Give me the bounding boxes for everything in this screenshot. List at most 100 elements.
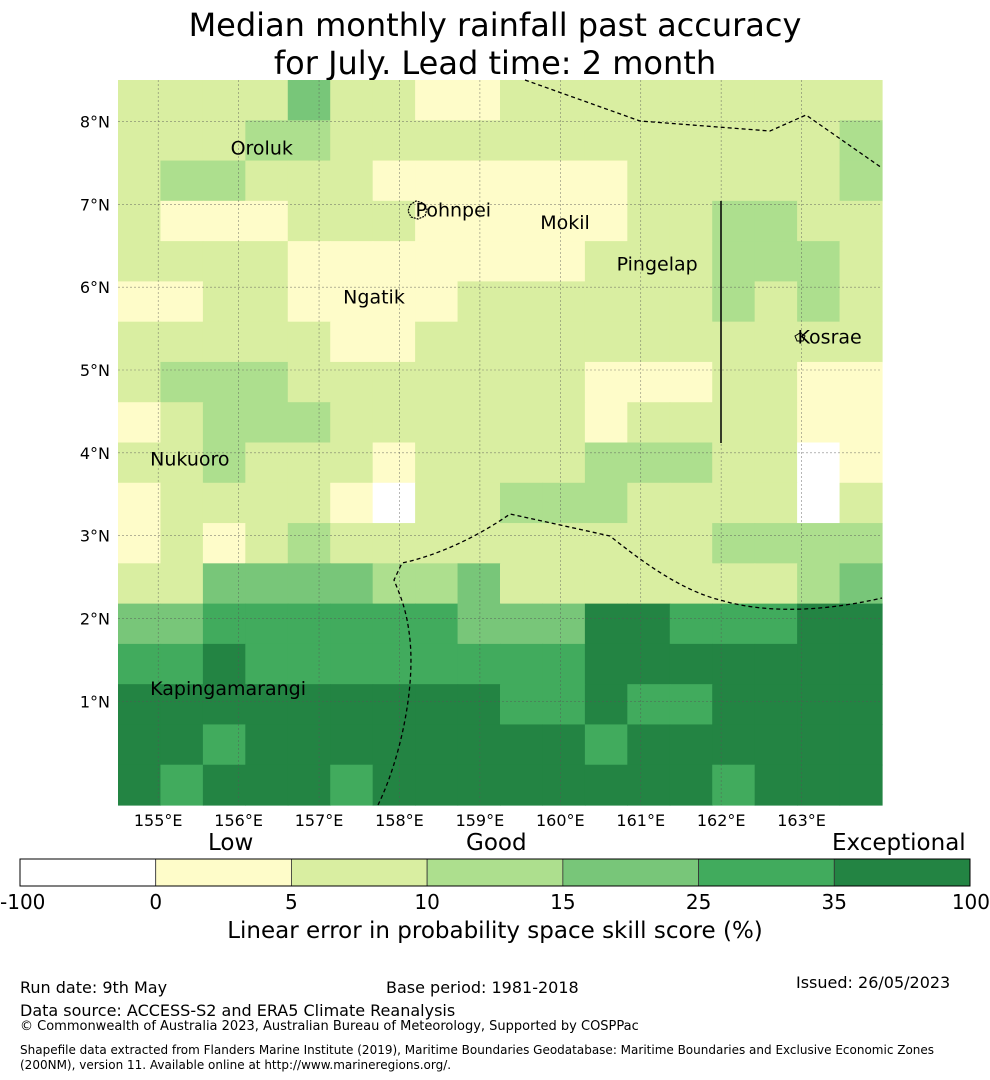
skill-cell [797, 563, 841, 605]
colorbar-tick-label: 15 [550, 890, 575, 914]
skill-cell [754, 200, 798, 242]
skill-cell [202, 482, 246, 524]
lat-tick-label: 1°N [80, 692, 110, 711]
skill-cell [712, 80, 756, 121]
skill-cell [330, 241, 374, 282]
skill-cell [245, 724, 289, 766]
skill-cell [372, 724, 416, 766]
colorbar-segment [155, 858, 292, 887]
skill-cell [839, 764, 883, 806]
skill-cell [627, 160, 671, 202]
skill-cell [330, 80, 374, 121]
skill-cell [669, 200, 713, 242]
skill-cell [372, 200, 416, 242]
skill-cell [245, 482, 289, 524]
lon-tick-label: 156°E [214, 811, 263, 830]
skill-cell [797, 482, 841, 524]
skill-cell [839, 684, 883, 726]
skill-cell [287, 764, 331, 806]
lon-tick-label: 155°E [134, 811, 183, 830]
skill-cell [754, 523, 798, 564]
lon-tick-label: 162°E [697, 811, 746, 830]
place-label: Pingelap [617, 254, 698, 276]
axis-tick-labels: 155°E 156°E 157°E 158°E 159°E 160°E 161°E 162°E… [80, 112, 826, 830]
skill-cell [287, 603, 331, 645]
colorbar-segment [698, 858, 835, 887]
colorbar-segment [833, 858, 971, 887]
skill-cell [457, 724, 501, 766]
skill-cell [160, 684, 204, 726]
skill-cell [669, 281, 713, 323]
skill-cell [669, 684, 713, 726]
skill-cell [669, 80, 713, 121]
skill-cell [372, 523, 416, 564]
place-label: Nukuoro [150, 448, 229, 470]
skill-cell [584, 160, 628, 202]
skill-cell [118, 764, 162, 806]
colorbar-tick-label: 10 [414, 890, 439, 914]
skill-cell [160, 523, 204, 564]
skill-cell [669, 241, 713, 282]
lat-tick-label: 2°N [80, 610, 110, 629]
skill-cell [627, 281, 671, 323]
skill-cell [797, 160, 841, 202]
skill-cell [245, 241, 289, 282]
skill-cell [712, 482, 756, 524]
skill-cell [330, 200, 374, 242]
shapefile-credit-line-2: (200NM), version 11. Available online at… [20, 1058, 452, 1072]
skill-cell [542, 80, 586, 121]
skill-cell [202, 281, 246, 323]
skill-cell [415, 523, 459, 564]
skill-cell [202, 200, 246, 242]
skill-cell [627, 200, 671, 242]
skill-cell [839, 120, 883, 162]
skill-cell [118, 80, 162, 121]
skill-cell [245, 321, 289, 363]
skill-cell [542, 603, 586, 645]
skill-cell [584, 281, 628, 323]
skill-cell [712, 120, 756, 162]
issued-date: Issued: 26/05/2023 [796, 973, 951, 992]
lat-tick-label: 4°N [80, 444, 110, 463]
skill-cell [712, 442, 756, 484]
colorbar-tick-label: 5 [285, 890, 298, 914]
skill-cell [287, 724, 331, 766]
skill-cell [118, 643, 162, 685]
skill-cell [797, 643, 841, 685]
colorbar: -100 0 5 10 15 25 35 100 [0, 858, 990, 914]
skill-cell [627, 482, 671, 524]
skill-cell [245, 684, 289, 726]
skill-cell [415, 643, 459, 685]
skill-cell [754, 361, 798, 403]
skill-cell [457, 563, 501, 605]
skill-cell [287, 321, 331, 363]
skill-cell [160, 281, 204, 323]
skill-cell [330, 120, 374, 162]
skill-cell [160, 482, 204, 524]
skill-cell [330, 724, 374, 766]
lat-tick-label: 7°N [80, 195, 110, 214]
skill-cell [457, 241, 501, 282]
skill-cell [669, 160, 713, 202]
skill-cell [542, 120, 586, 162]
skill-cell [245, 523, 289, 564]
skill-cell [627, 724, 671, 766]
colorbar-tick-label: 25 [686, 890, 711, 914]
skill-cell [372, 120, 416, 162]
skill-cell [627, 523, 671, 564]
skill-cell [160, 442, 204, 484]
skill-cell [245, 563, 289, 605]
skill-cell [372, 241, 416, 282]
skill-cell [669, 442, 713, 484]
colorbar-tick-label: 35 [822, 890, 847, 914]
skill-cell [797, 603, 841, 645]
skill-cell [330, 603, 374, 645]
eez-boundary-north [524, 79, 883, 169]
data-source: Data source: ACCESS-S2 and ERA5 Climate … [20, 1001, 456, 1020]
skill-cell [245, 764, 289, 806]
skill-cell [712, 281, 756, 323]
skill-cell [245, 281, 289, 323]
skill-cell [415, 200, 459, 242]
skill-cell [627, 442, 671, 484]
